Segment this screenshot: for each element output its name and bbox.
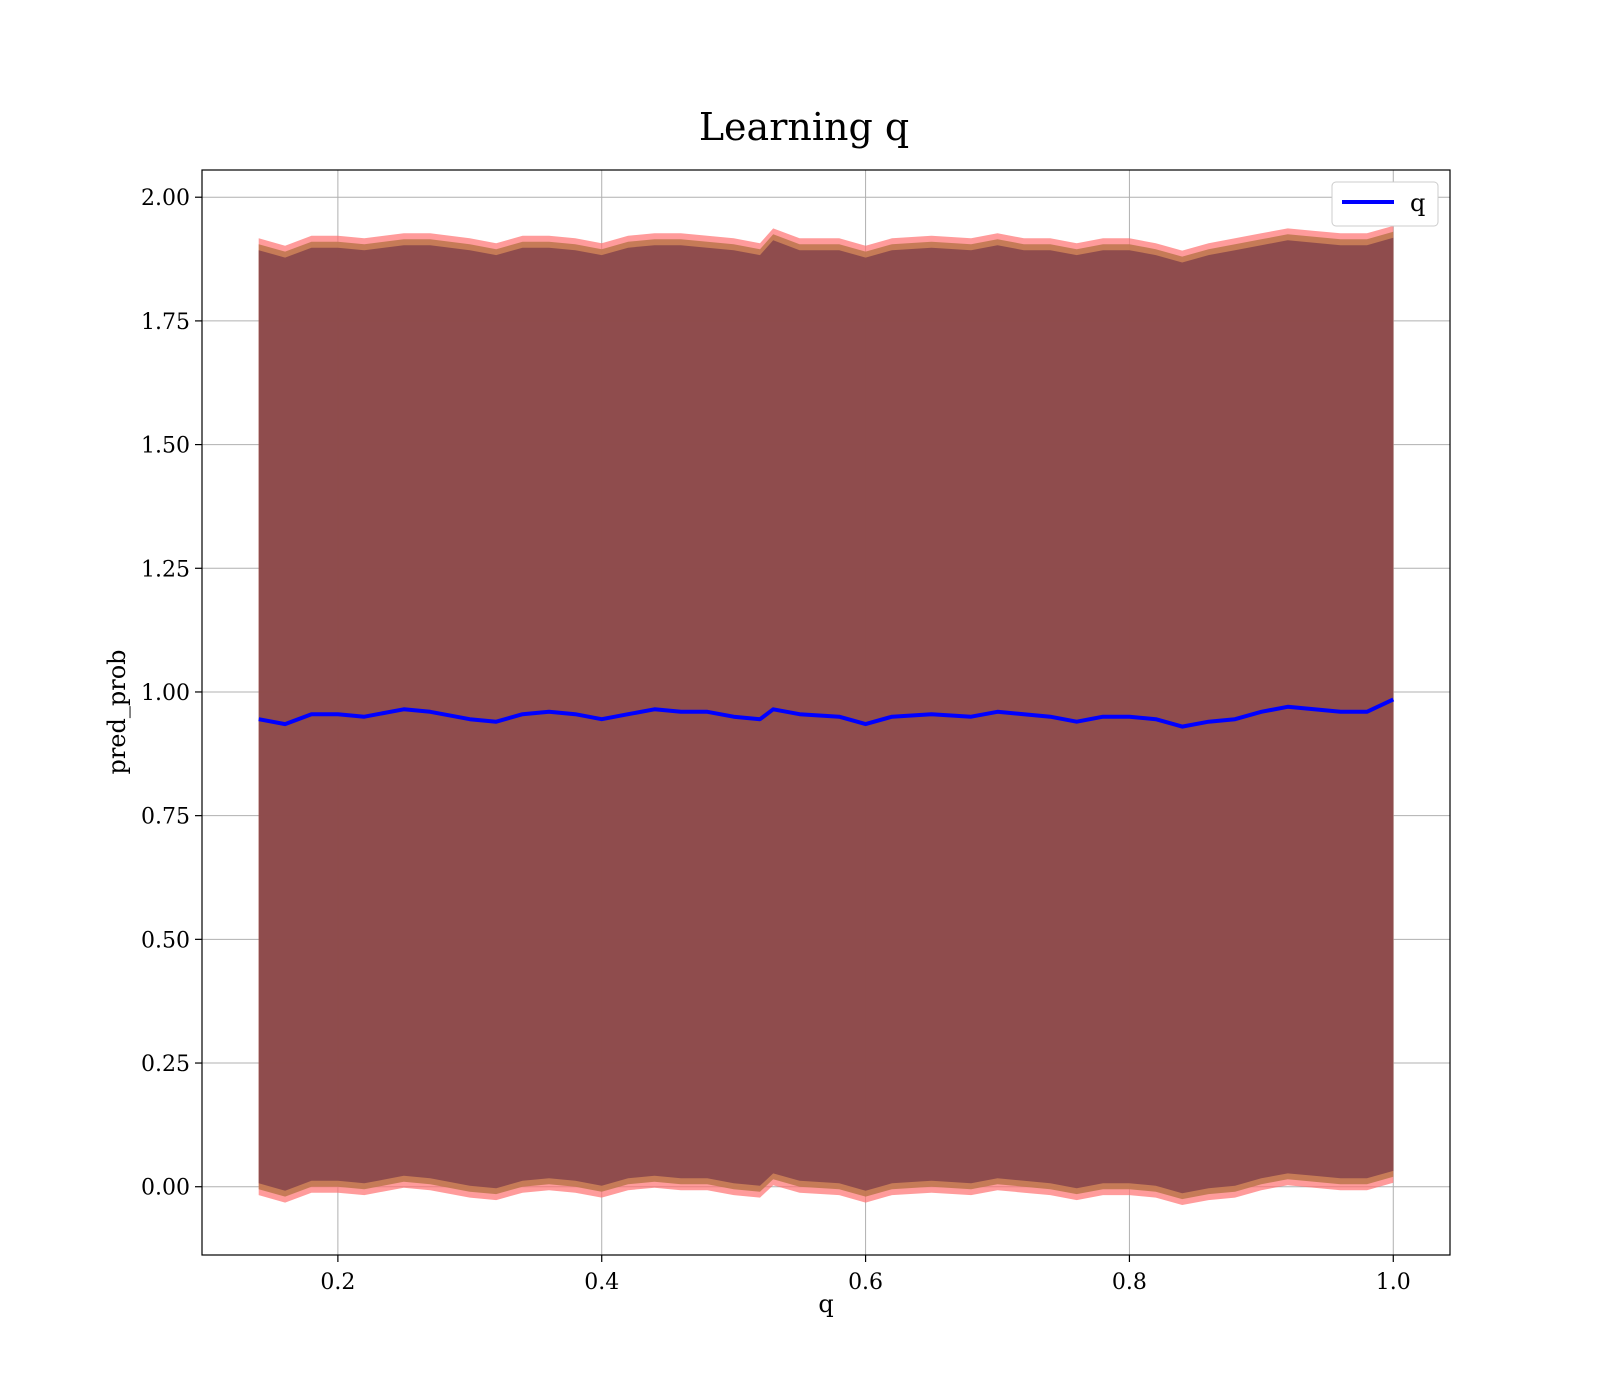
plot-frame [201,169,1451,1256]
x-tick-label: 0.8 [1112,1270,1147,1295]
y-tick-label: 0.50 [141,928,190,953]
y-tick-label: 0.00 [141,1176,190,1201]
y-tick-label: 2.00 [141,186,190,211]
x-tick-label: 1.0 [1376,1270,1411,1295]
x-tick-label: 0.2 [320,1270,355,1295]
x-tick-label: 0.4 [584,1270,619,1295]
y-axis: 0.00 0.25 0.50 0.75 1.00 1.25 1.50 1.75 2.00 [141,186,202,1201]
legend: q [1331,181,1439,227]
x-axis-label: q [818,1290,833,1318]
chart-title: Learning q [699,105,909,149]
y-tick-label: 1.25 [141,557,190,582]
x-tick-label: 0.6 [848,1270,883,1295]
y-tick-label: 1.00 [141,681,190,706]
y-axis-label: pred_prob [103,649,131,774]
legend-label-q: q [1410,189,1425,217]
series-line-q [258,697,1395,729]
x-axis: 0.2 0.4 0.6 0.8 1.0 [320,1255,1411,1295]
series-lines [258,697,1395,729]
y-tick-label: 1.50 [141,434,190,459]
y-tick-label: 1.75 [141,310,190,335]
y-tick-label: 0.25 [141,1052,190,1077]
y-tick-label: 0.75 [141,805,190,830]
